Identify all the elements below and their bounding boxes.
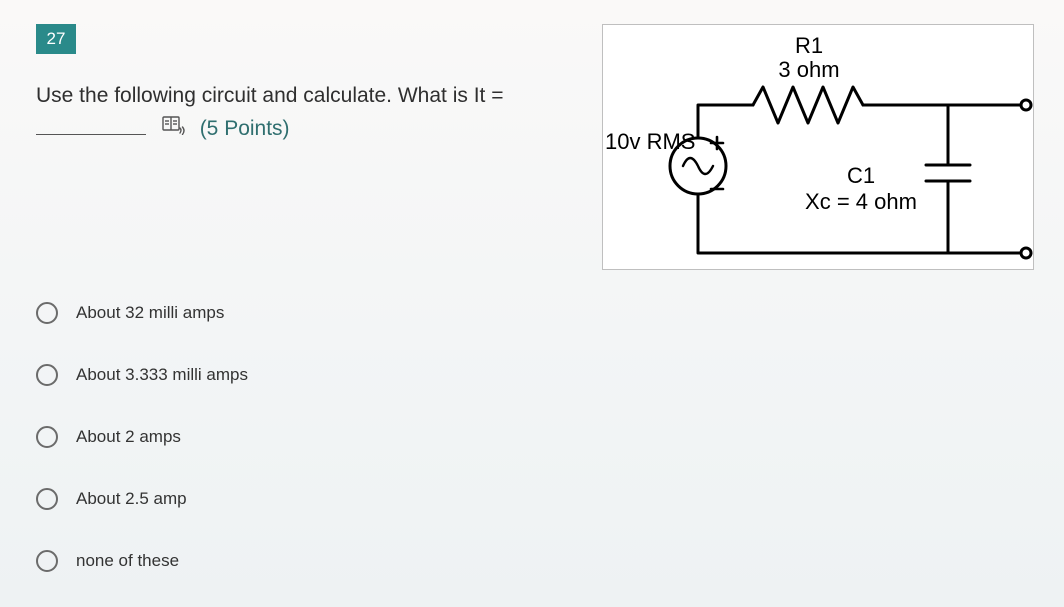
question-stem: Use the following circuit and calculate.… xyxy=(36,84,503,107)
source-label: 10v RMS xyxy=(605,129,695,154)
c1-name-label: C1 xyxy=(847,163,875,188)
answer-option[interactable]: About 32 milli amps xyxy=(36,298,736,328)
answer-option-label: About 3.333 milli amps xyxy=(76,365,248,385)
answer-options: About 32 milli amps About 3.333 milli am… xyxy=(36,298,736,607)
answer-option[interactable]: none of these xyxy=(36,546,736,576)
question-number: 27 xyxy=(47,29,66,49)
question-number-badge: 27 xyxy=(36,24,76,54)
radio-icon xyxy=(36,302,58,324)
radio-icon xyxy=(36,550,58,572)
r1-value-label: 3 ohm xyxy=(778,57,839,82)
radio-icon xyxy=(36,364,58,386)
answer-option[interactable]: About 2 amps xyxy=(36,422,736,452)
answer-blank xyxy=(36,116,146,135)
answer-option[interactable]: About 2.5 amp xyxy=(36,484,736,514)
answer-option-label: About 32 milli amps xyxy=(76,303,224,323)
c1-value-label: Xc = 4 ohm xyxy=(805,189,917,214)
question-points: (5 Points) xyxy=(200,117,290,140)
r1-name-label: R1 xyxy=(795,33,823,58)
answer-option-label: none of these xyxy=(76,551,179,571)
question-text: Use the following circuit and calculate.… xyxy=(36,80,576,145)
radio-icon xyxy=(36,488,58,510)
immersive-reader-icon[interactable] xyxy=(162,113,186,146)
circuit-diagram: R1 3 ohm 10v RMS C1 Xc = 4 ohm xyxy=(602,24,1034,270)
radio-icon xyxy=(36,426,58,448)
answer-option-label: About 2.5 amp xyxy=(76,489,187,509)
answer-option[interactable]: About 3.333 milli amps xyxy=(36,360,736,390)
answer-option-label: About 2 amps xyxy=(76,427,181,447)
